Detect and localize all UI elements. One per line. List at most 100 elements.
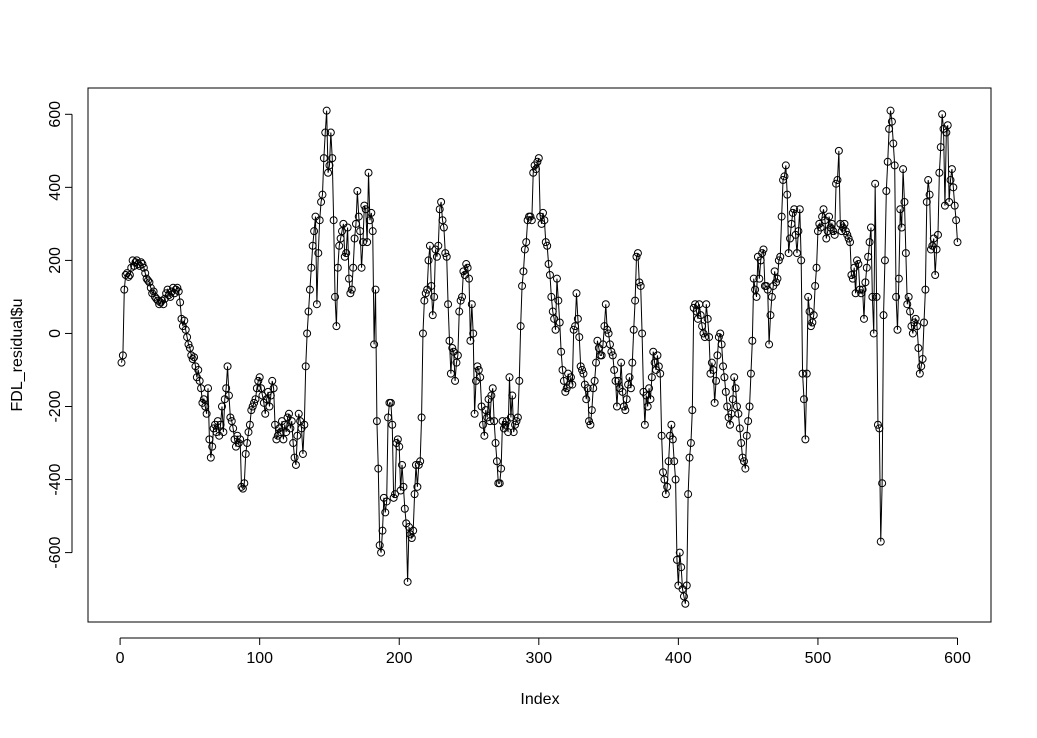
- data-point: [699, 329, 708, 338]
- data-point: [610, 365, 619, 374]
- y-tick-label: -200: [47, 390, 64, 422]
- data-point: [932, 245, 941, 254]
- data-point: [721, 387, 730, 396]
- x-tick-label: 600: [944, 650, 971, 667]
- data-point: [199, 395, 208, 404]
- data-point: [377, 548, 386, 557]
- data-point: [899, 165, 908, 174]
- data-point: [730, 373, 739, 382]
- data-point: [619, 402, 628, 411]
- data-point: [184, 340, 193, 349]
- data-point: [247, 406, 256, 415]
- data-point: [300, 420, 309, 429]
- data-point: [439, 223, 448, 232]
- data-point: [629, 325, 638, 334]
- data-point: [382, 497, 391, 506]
- data-point: [117, 358, 126, 367]
- data-point: [755, 274, 764, 283]
- data-point: [855, 285, 864, 294]
- data-point: [222, 384, 231, 393]
- data-point: [538, 208, 547, 217]
- data-point: [873, 420, 882, 429]
- data-point: [474, 365, 483, 374]
- data-point: [416, 457, 425, 466]
- data-point: [731, 384, 740, 393]
- data-point: [601, 300, 610, 309]
- data-point: [504, 428, 513, 437]
- data-point: [248, 402, 257, 411]
- data-point: [202, 409, 211, 418]
- data-point: [723, 402, 732, 411]
- data-point: [664, 457, 673, 466]
- data-point: [490, 417, 499, 426]
- data-point: [410, 490, 419, 499]
- data-point: [953, 238, 962, 247]
- data-point: [586, 420, 595, 429]
- data-point: [688, 406, 697, 415]
- data-point: [681, 599, 690, 608]
- data-point: [844, 234, 853, 243]
- data-point: [343, 223, 352, 232]
- data-point: [575, 333, 584, 342]
- data-point: [880, 256, 889, 265]
- data-point: [911, 314, 920, 323]
- data-point: [894, 274, 903, 283]
- data-point: [611, 376, 620, 385]
- data-point: [746, 369, 755, 378]
- data-point: [393, 435, 402, 444]
- data-point: [227, 417, 236, 426]
- data-point: [332, 322, 341, 331]
- data-point: [777, 212, 786, 221]
- data-point: [138, 260, 147, 269]
- data-point: [770, 267, 779, 276]
- data-point: [329, 216, 338, 225]
- data-point: [322, 106, 331, 115]
- y-tick-label: 400: [47, 174, 64, 201]
- data-point: [413, 482, 422, 491]
- data-point: [811, 281, 820, 290]
- data-point: [361, 205, 370, 214]
- data-point: [797, 256, 806, 265]
- data-point: [709, 365, 718, 374]
- data-point: [312, 300, 321, 309]
- data-point: [318, 190, 327, 199]
- data-point: [878, 479, 887, 488]
- data-point: [825, 212, 834, 221]
- data-point: [675, 548, 684, 557]
- data-point: [540, 216, 549, 225]
- data-point: [314, 249, 323, 258]
- data-point: [667, 420, 676, 429]
- data-point: [748, 336, 757, 345]
- data-point: [425, 241, 434, 250]
- data-point: [435, 205, 444, 214]
- data-point: [710, 398, 719, 407]
- data-point: [340, 252, 349, 261]
- data-point: [368, 227, 377, 236]
- data-point: [516, 322, 525, 331]
- data-point: [593, 336, 602, 345]
- data-point: [707, 358, 716, 367]
- data-point: [208, 442, 217, 451]
- data-point: [437, 197, 446, 206]
- data-point: [758, 249, 767, 258]
- data-point: [571, 322, 580, 331]
- data-point: [582, 395, 591, 404]
- data-point: [176, 298, 185, 307]
- data-point: [139, 263, 148, 272]
- data-point: [363, 238, 372, 247]
- data-point: [719, 362, 728, 371]
- data-point: [745, 402, 754, 411]
- data-point: [633, 249, 642, 258]
- data-point: [195, 376, 204, 385]
- data-point: [181, 325, 190, 334]
- data-point: [949, 183, 958, 192]
- data-point: [946, 176, 955, 185]
- data-point: [684, 490, 693, 499]
- data-point: [216, 420, 225, 429]
- data-point: [375, 541, 384, 550]
- data-point: [378, 526, 387, 535]
- data-point: [739, 457, 748, 466]
- data-point: [294, 409, 303, 418]
- data-point: [945, 197, 954, 206]
